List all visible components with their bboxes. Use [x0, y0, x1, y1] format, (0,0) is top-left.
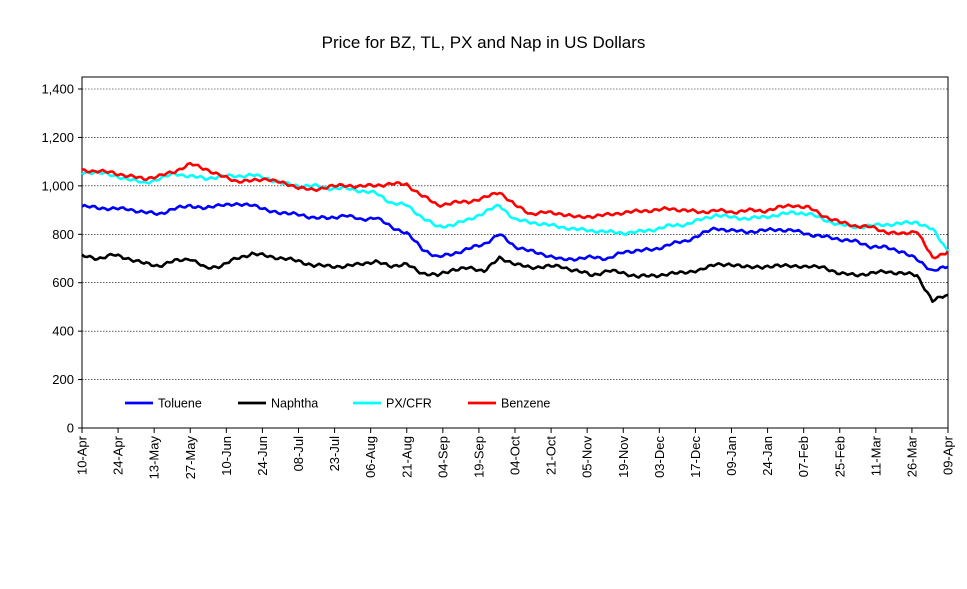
x-tick-label: 06-Aug: [363, 436, 378, 478]
x-tick-label: 13-May: [147, 436, 162, 480]
y-axis: 0 200 400 600 800 1,000 1,200 1,400: [41, 82, 82, 436]
legend-label: PX/CFR: [386, 397, 432, 411]
x-tick-label: 25-Feb: [832, 436, 847, 477]
x-tick-label: 21-Oct: [544, 436, 559, 475]
y-tick-label: 800: [52, 227, 74, 242]
x-tick-label: 24-Jan: [760, 436, 775, 476]
legend-label: Toluene: [158, 397, 202, 411]
x-tick-label: 21-Aug: [399, 436, 414, 478]
x-tick-label: 09-Jan: [724, 436, 739, 476]
x-tick-label: 17-Dec: [688, 436, 703, 478]
x-tick-label: 05-Nov: [580, 436, 595, 478]
legend-label: Naphtha: [271, 397, 318, 411]
y-tick-label: 1,000: [41, 178, 74, 193]
chart-title: Price for BZ, TL, PX and Nap in US Dolla…: [321, 33, 646, 52]
x-tick-label: 10-Jun: [219, 436, 234, 476]
legend: Toluene Naphtha PX/CFR Benzene: [125, 397, 550, 411]
series-group: [81, 161, 950, 304]
y-tick-label: 200: [52, 372, 74, 387]
x-tick-label: 24-Apr: [111, 435, 126, 475]
y-tick-label: 600: [52, 275, 74, 290]
y-tick-label: 1,200: [41, 130, 74, 145]
y-tick-label: 0: [67, 421, 74, 436]
x-tick-label: 08-Jul: [291, 436, 306, 472]
x-tick-label: 27-May: [183, 436, 198, 480]
x-tick-label: 19-Sep: [471, 436, 486, 478]
x-tick-label: 19-Nov: [616, 436, 631, 478]
x-tick-label: 11-Mar: [868, 435, 883, 476]
x-tick-label: 04-Sep: [435, 436, 450, 478]
x-tick-label: 03-Dec: [652, 436, 667, 478]
x-tick-label: 10-Apr: [75, 435, 90, 475]
grid-lines: [82, 88, 948, 380]
x-tick-label: 04-Oct: [508, 436, 523, 475]
x-tick-label: 07-Feb: [796, 436, 811, 477]
series-line-naphtha: [81, 251, 949, 304]
x-tick-label: 09-Apr: [941, 435, 956, 475]
x-tick-label: 23-Jul: [327, 436, 342, 472]
y-tick-label: 400: [52, 324, 74, 339]
series-line-benzene: [81, 161, 949, 260]
x-tick-label: 24-Jun: [255, 436, 270, 476]
y-tick-label: 1,400: [41, 82, 74, 97]
plot-area: [81, 76, 949, 429]
series-line-toluene: [81, 202, 949, 272]
legend-label: Benzene: [501, 397, 550, 411]
x-axis: 10-Apr 24-Apr 13-May 27-May 10-Jun 24-Jun 08-J…: [75, 428, 956, 479]
x-tick-label: 26-Mar: [904, 435, 919, 477]
